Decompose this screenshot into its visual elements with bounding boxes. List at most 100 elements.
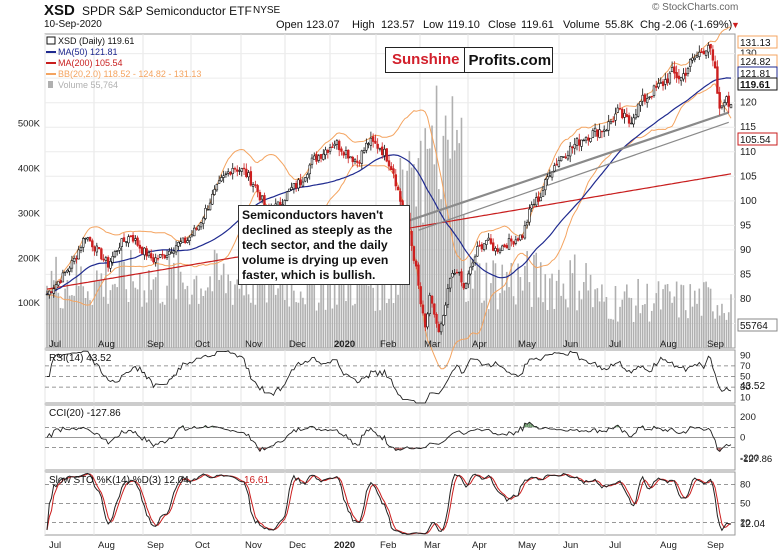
candle-body [487, 237, 490, 241]
candle-body [693, 57, 696, 60]
volume-bar [727, 312, 730, 348]
candle-body [165, 254, 169, 258]
candle-body [641, 94, 644, 102]
volume-bar [544, 274, 547, 348]
candle-body [707, 45, 710, 53]
candle-body [349, 156, 352, 159]
candle-body [433, 303, 436, 315]
candle-body [618, 108, 622, 110]
volume-bar [327, 279, 329, 348]
trend-line [409, 111, 730, 222]
volume-bar [170, 268, 173, 348]
candle-body [149, 253, 153, 259]
candle-body [455, 272, 459, 274]
volume-bar [644, 304, 646, 348]
candle-body [238, 170, 241, 172]
candle-body [193, 227, 196, 237]
volume-bar [116, 287, 119, 348]
candle-body [131, 235, 135, 242]
volume-bar [648, 321, 651, 348]
candle-body [612, 120, 615, 123]
stoch-tick-label: 80 [740, 480, 751, 491]
candle-body [170, 252, 173, 254]
volume-bar [614, 285, 617, 348]
candle-body [392, 168, 395, 174]
candle-body [111, 256, 114, 263]
trend-line [418, 121, 729, 231]
cci-tick-label: 200 [740, 412, 756, 423]
candle-body [362, 150, 366, 153]
volume-bar [546, 309, 549, 348]
price-tick-label: 80 [740, 294, 752, 305]
volume-bar [580, 299, 583, 348]
volume-bar [478, 263, 481, 348]
volume-bar [469, 257, 472, 348]
volume-bar [458, 143, 461, 348]
month-label: Apr [472, 339, 487, 350]
volume-bar [89, 300, 91, 348]
volume-bar [723, 313, 726, 348]
candle-body [116, 250, 119, 252]
volume-bar [698, 288, 701, 348]
volume-bar [539, 262, 542, 348]
candle-body [716, 66, 719, 94]
volume-bar [684, 310, 687, 348]
candle-body [100, 248, 103, 260]
candle-body [550, 171, 554, 178]
candle-body [122, 237, 126, 242]
month-label: Oct [195, 339, 210, 350]
candle-body [233, 168, 237, 170]
candle-body [652, 85, 656, 96]
volume-bar [578, 290, 581, 348]
volume-bar [662, 289, 664, 348]
volume-bar [424, 128, 427, 348]
volume-bar [304, 304, 306, 348]
volume-bar [721, 303, 723, 348]
exchange: NYSE [253, 5, 281, 16]
volume-bar [136, 289, 139, 348]
candle-body [335, 140, 339, 145]
candle-body [609, 121, 613, 124]
month-label-bottom: Sep [147, 540, 164, 551]
volume-bar [263, 249, 266, 348]
cci-fill [616, 425, 619, 428]
open-value: 123.07 [306, 19, 340, 31]
candle-body [421, 304, 425, 314]
volume-bar [245, 281, 248, 348]
candle-body [498, 249, 502, 253]
rsi-tick-label: 50 [740, 372, 751, 383]
open-label: Open [276, 19, 303, 31]
volume-bar [447, 139, 449, 348]
volume-bar [207, 287, 209, 348]
volume-bar [295, 302, 297, 348]
volume-bar [528, 282, 531, 348]
volume-bar [517, 263, 519, 348]
candle-body [136, 237, 139, 246]
candle-body [544, 179, 547, 191]
candle-body [546, 176, 549, 180]
volume-bar [73, 295, 75, 348]
value-badge: 119.61 [740, 80, 770, 91]
volume-bar [252, 256, 254, 348]
candle-body [385, 148, 388, 162]
volume-bar [558, 269, 560, 348]
volume-bar [313, 278, 316, 348]
candle-body [319, 154, 323, 159]
candle-body [394, 174, 397, 187]
volume-bar [537, 297, 540, 348]
candle-body [505, 245, 508, 249]
volume-bar [682, 285, 685, 348]
candle-body [306, 174, 309, 179]
candle-body [668, 72, 672, 84]
volume-bar [333, 266, 336, 348]
month-label: Mar [424, 339, 440, 350]
volume-bar [700, 315, 703, 348]
candle-body [634, 114, 638, 119]
rsi-tick-label: 70 [740, 361, 751, 372]
candle-body [575, 138, 579, 146]
candle-body [623, 112, 626, 118]
candle-body [494, 248, 497, 252]
rsi-badge: 43.52 [740, 381, 765, 392]
candle-body [163, 255, 166, 259]
value-badge-box [737, 132, 778, 146]
